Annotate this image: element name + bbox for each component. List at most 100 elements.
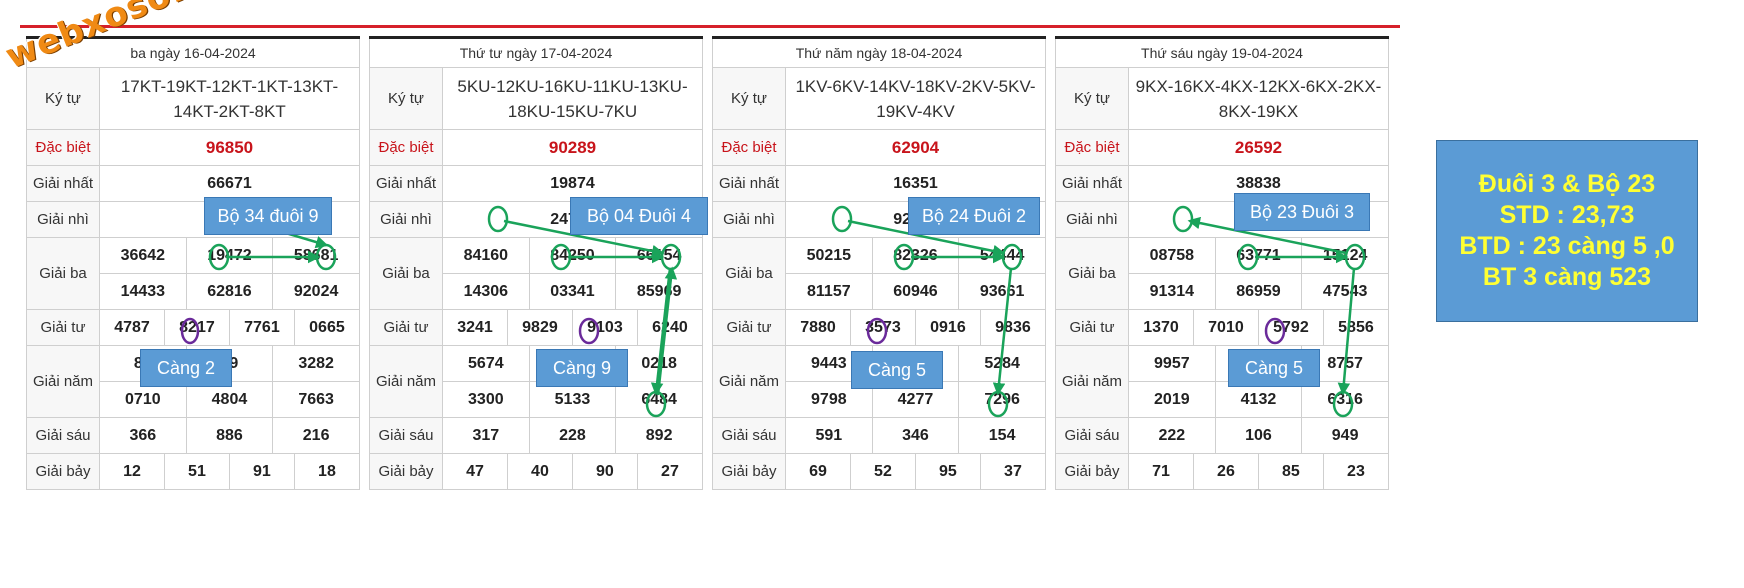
lottery-table-day-2: Thứ tư ngày 17-04-2024 Ký tự 5KU-12KU-16K…: [369, 36, 704, 490]
fourth-prize-value: 9829: [506, 309, 573, 346]
note-cang: Càng 5: [1228, 349, 1320, 387]
prize-label: Giải sáu: [712, 417, 786, 454]
fifth-prize-value: 3282: [272, 345, 360, 382]
code-list: 17KT-19KT-12KT-1KT-13KT-14KT-2KT-8KT: [99, 67, 360, 130]
summary-line: STD : 23,73: [1499, 201, 1635, 229]
third-prize-value: 54444: [958, 237, 1046, 274]
fourth-prize-value: 5856: [1322, 309, 1390, 346]
note-cang: Càng 2: [140, 349, 232, 387]
third-prize-value: 66154: [615, 237, 703, 274]
summary-line: BT 3 càng 523: [1482, 263, 1652, 291]
prize-label: Giải năm: [712, 345, 786, 418]
third-prize-value: 03341: [528, 273, 617, 310]
fifth-prize-value: 9957: [1128, 345, 1216, 382]
date-header: Thứ tư ngày 17-04-2024: [369, 37, 703, 68]
code-list: 1KV-6KV-14KV-18KV-2KV-5KV-19KV-4KV: [785, 67, 1046, 130]
first-prize-value: 66671: [99, 165, 360, 202]
prize-label: Giải nhất: [26, 165, 100, 202]
fourth-prize-value: 9836: [979, 309, 1047, 346]
seventh-prize-value: 27: [636, 453, 704, 490]
prize-label: Giải nhất: [369, 165, 443, 202]
prize-label: Giải tư: [369, 309, 443, 346]
third-prize-value: 84160: [442, 237, 530, 274]
prize-label: Giải bảy: [1055, 453, 1129, 490]
third-prize-value: 08758: [1128, 237, 1216, 274]
prize-label: Giải ba: [369, 237, 443, 310]
special-prize-value: 90289: [442, 129, 703, 166]
prize-label: Giải tư: [1055, 309, 1129, 346]
lottery-table-day-1: ba ngày 16-04-2024 Ký tự 17KT-19KT-12KT-1…: [26, 36, 361, 490]
third-prize-value: 82326: [871, 237, 960, 274]
seventh-prize-value: 52: [849, 453, 916, 490]
third-prize-value: 36642: [99, 237, 187, 274]
sixth-prize-value: 886: [185, 417, 274, 454]
prize-label: Giải nhì: [712, 201, 786, 238]
note-bo-duoi: Bộ 04 Đuôi 4: [570, 197, 708, 235]
prize-label: Giải bảy: [26, 453, 100, 490]
prize-label: Giải nhì: [26, 201, 100, 238]
fifth-prize-value: 3300: [442, 381, 530, 418]
fourth-prize-value: 0665: [293, 309, 361, 346]
seventh-prize-value: 47: [442, 453, 508, 490]
third-prize-value: 86959: [1214, 273, 1303, 310]
third-prize-value: 50215: [785, 237, 873, 274]
note-bo-duoi: Bộ 23 Đuôi 3: [1234, 193, 1370, 231]
sixth-prize-value: 317: [442, 417, 530, 454]
third-prize-value: 19472: [185, 237, 274, 274]
fourth-prize-value: 4787: [99, 309, 165, 346]
fifth-prize-value: 7663: [272, 381, 360, 418]
seventh-prize-value: 69: [785, 453, 851, 490]
third-prize-value: 14306: [442, 273, 530, 310]
code-list: 5KU-12KU-16KU-11KU-13KU-18KU-15KU-7KU: [442, 67, 703, 130]
seventh-prize-value: 91: [228, 453, 295, 490]
prize-label: Ký tự: [369, 67, 443, 130]
third-prize-value: 92024: [272, 273, 360, 310]
sixth-prize-value: 216: [272, 417, 360, 454]
seventh-prize-value: 95: [914, 453, 981, 490]
prize-label: Giải sáu: [26, 417, 100, 454]
top-red-rule: [20, 25, 1400, 28]
code-list: 9KX-16KX-4KX-12KX-6KX-2KX-8KX-19KX: [1128, 67, 1389, 130]
prize-label: Giải năm: [369, 345, 443, 418]
sixth-prize-value: 892: [615, 417, 703, 454]
third-prize-value: 60946: [871, 273, 960, 310]
prize-label: Giải sáu: [1055, 417, 1129, 454]
fifth-prize-value: 6484: [615, 381, 703, 418]
third-prize-value: 63771: [1214, 237, 1303, 274]
note-bo-duoi: Bộ 24 Đuôi 2: [908, 197, 1040, 235]
sixth-prize-value: 366: [99, 417, 187, 454]
fourth-prize-value: 1370: [1128, 309, 1194, 346]
prize-label: Giải tư: [712, 309, 786, 346]
fifth-prize-value: 7296: [958, 381, 1046, 418]
special-prize-value: 62904: [785, 129, 1046, 166]
prize-label: Giải nhất: [1055, 165, 1129, 202]
fourth-prize-value: 3241: [442, 309, 508, 346]
fourth-prize-value: 3573: [849, 309, 916, 346]
seventh-prize-value: 37: [979, 453, 1047, 490]
lottery-table-day-4: Thứ sáu ngày 19-04-2024 Ký tự 9KX-16KX-4K…: [1055, 36, 1390, 490]
special-prize-value: 26592: [1128, 129, 1389, 166]
third-prize-value: 81157: [785, 273, 873, 310]
fifth-prize-value: 0218: [615, 345, 703, 382]
fourth-prize-value: 8217: [163, 309, 230, 346]
prize-label: Đặc biệt: [712, 129, 786, 166]
third-prize-value: 15124: [1301, 237, 1389, 274]
third-prize-value: 93661: [958, 273, 1046, 310]
seventh-prize-value: 18: [293, 453, 361, 490]
third-prize-value: 47543: [1301, 273, 1389, 310]
prize-label: Giải tư: [26, 309, 100, 346]
third-prize-value: 84250: [528, 237, 617, 274]
fourth-prize-value: 7880: [785, 309, 851, 346]
prize-label: Giải nhất: [712, 165, 786, 202]
fourth-prize-value: 6240: [636, 309, 704, 346]
third-prize-value: 91314: [1128, 273, 1216, 310]
fifth-prize-value: 4132: [1214, 381, 1303, 418]
third-prize-value: 14433: [99, 273, 187, 310]
note-cang: Càng 5: [851, 351, 943, 389]
third-prize-value: 62816: [185, 273, 274, 310]
prize-label: Giải sáu: [369, 417, 443, 454]
fourth-prize-value: 9103: [571, 309, 638, 346]
summary-line: Đuôi 3 & Bộ 23: [1478, 170, 1656, 198]
third-prize-value: 85969: [615, 273, 703, 310]
prize-label: Giải nhì: [369, 201, 443, 238]
